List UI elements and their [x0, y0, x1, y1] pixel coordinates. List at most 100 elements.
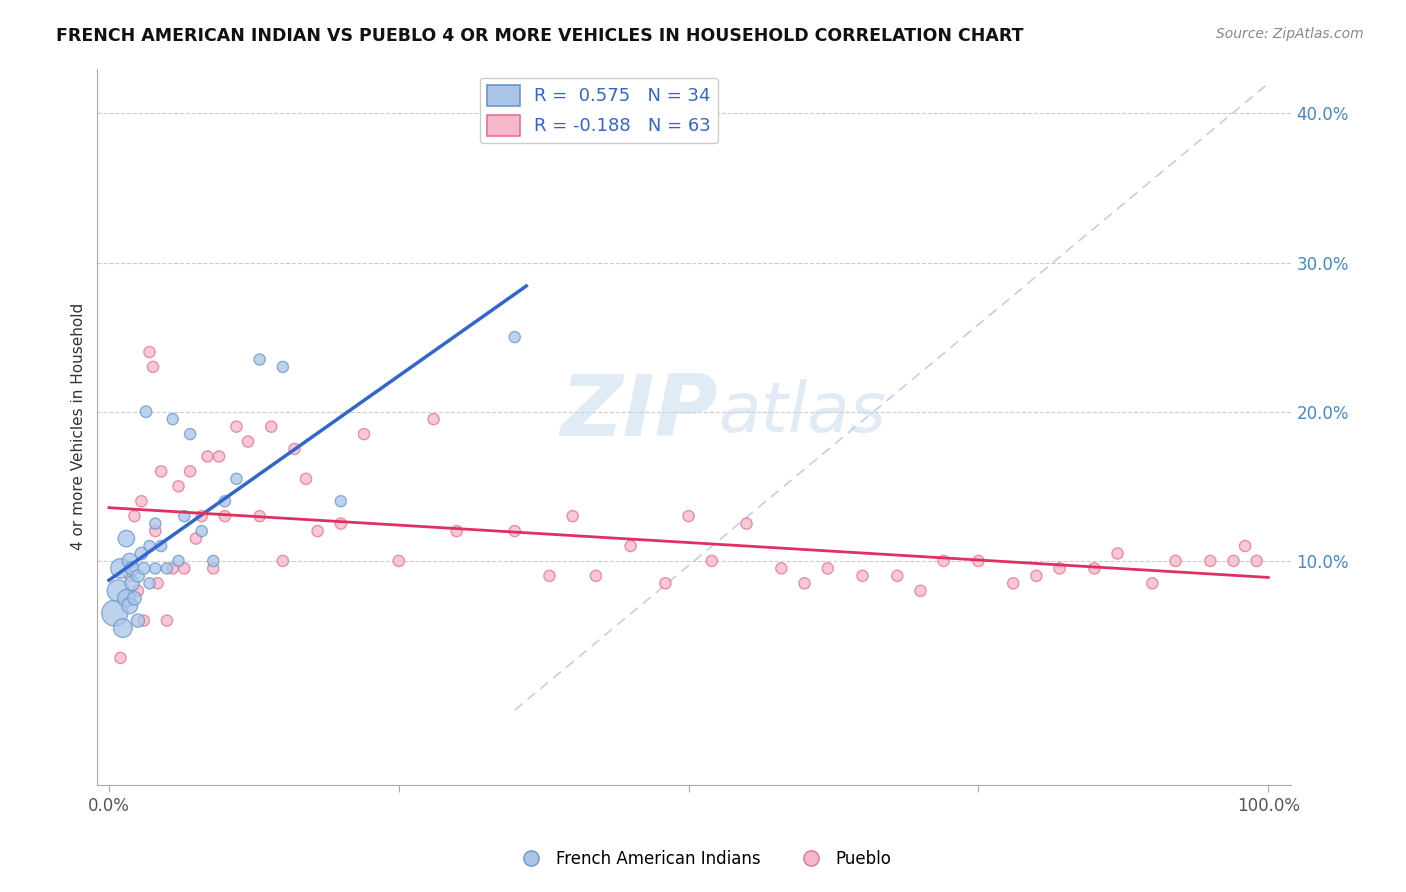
Point — [190, 509, 212, 524]
Point — [770, 561, 793, 575]
Point — [156, 561, 179, 575]
Point — [131, 546, 153, 560]
Point — [127, 583, 149, 598]
Point — [202, 554, 225, 568]
Point — [422, 412, 444, 426]
Legend: R =  0.575   N = 34, R = -0.188   N = 63: R = 0.575 N = 34, R = -0.188 N = 63 — [479, 78, 718, 143]
Point — [143, 516, 166, 531]
Point — [150, 464, 173, 478]
Point — [1164, 554, 1187, 568]
Point — [124, 591, 146, 606]
Point — [388, 554, 411, 568]
Point — [1234, 539, 1257, 553]
Point — [886, 569, 908, 583]
Point — [271, 554, 294, 568]
Point — [142, 359, 165, 374]
Point — [329, 494, 352, 508]
Point — [167, 554, 190, 568]
Point — [1083, 561, 1105, 575]
Point — [111, 621, 134, 635]
Text: atlas: atlas — [718, 379, 886, 446]
Point — [503, 330, 526, 344]
Point — [932, 554, 955, 568]
Point — [225, 419, 247, 434]
Point — [271, 359, 294, 374]
Point — [1222, 554, 1244, 568]
Point — [353, 427, 375, 442]
Legend: French American Indians, Pueblo: French American Indians, Pueblo — [508, 844, 898, 875]
Text: FRENCH AMERICAN INDIAN VS PUEBLO 4 OR MORE VEHICLES IN HOUSEHOLD CORRELATION CHA: FRENCH AMERICAN INDIAN VS PUEBLO 4 OR MO… — [56, 27, 1024, 45]
Point — [162, 412, 184, 426]
Point — [1142, 576, 1164, 591]
Point — [179, 464, 201, 478]
Point — [700, 554, 723, 568]
Point — [620, 539, 643, 553]
Point — [118, 569, 141, 583]
Point — [115, 591, 138, 606]
Point — [143, 524, 166, 538]
Point — [138, 539, 160, 553]
Point — [585, 569, 607, 583]
Point — [146, 576, 169, 591]
Point — [124, 509, 146, 524]
Point — [793, 576, 815, 591]
Point — [110, 651, 132, 665]
Point — [910, 583, 932, 598]
Point — [1002, 576, 1025, 591]
Point — [132, 614, 155, 628]
Point — [131, 494, 153, 508]
Point — [135, 405, 157, 419]
Point — [1246, 554, 1268, 568]
Point — [817, 561, 839, 575]
Point — [678, 509, 700, 524]
Point — [121, 576, 143, 591]
Text: ZIP: ZIP — [561, 371, 718, 454]
Point — [127, 614, 149, 628]
Point — [115, 532, 138, 546]
Point — [118, 554, 141, 568]
Point — [249, 509, 271, 524]
Point — [202, 561, 225, 575]
Point — [851, 569, 873, 583]
Point — [121, 561, 143, 575]
Point — [104, 606, 127, 620]
Point — [446, 524, 468, 538]
Point — [179, 427, 201, 442]
Point — [249, 352, 271, 367]
Point — [127, 569, 149, 583]
Point — [110, 561, 132, 575]
Point — [173, 509, 195, 524]
Point — [283, 442, 305, 456]
Point — [138, 345, 160, 359]
Point — [197, 450, 219, 464]
Point — [260, 419, 283, 434]
Point — [143, 561, 166, 575]
Point — [156, 614, 179, 628]
Point — [654, 576, 676, 591]
Point — [503, 524, 526, 538]
Point — [1025, 569, 1047, 583]
Point — [538, 569, 561, 583]
Point — [107, 583, 129, 598]
Point — [190, 524, 212, 538]
Point — [162, 561, 184, 575]
Point — [329, 516, 352, 531]
Point — [1049, 561, 1071, 575]
Point — [214, 509, 236, 524]
Y-axis label: 4 or more Vehicles in Household: 4 or more Vehicles in Household — [72, 303, 86, 550]
Point — [1199, 554, 1222, 568]
Point — [1107, 546, 1129, 560]
Point — [307, 524, 329, 538]
Point — [150, 539, 173, 553]
Point — [173, 561, 195, 575]
Point — [118, 599, 141, 613]
Point — [214, 494, 236, 508]
Point — [138, 576, 160, 591]
Text: Source: ZipAtlas.com: Source: ZipAtlas.com — [1216, 27, 1364, 41]
Point — [167, 479, 190, 493]
Point — [561, 509, 583, 524]
Point — [225, 472, 247, 486]
Point — [236, 434, 259, 449]
Point — [967, 554, 990, 568]
Point — [295, 472, 318, 486]
